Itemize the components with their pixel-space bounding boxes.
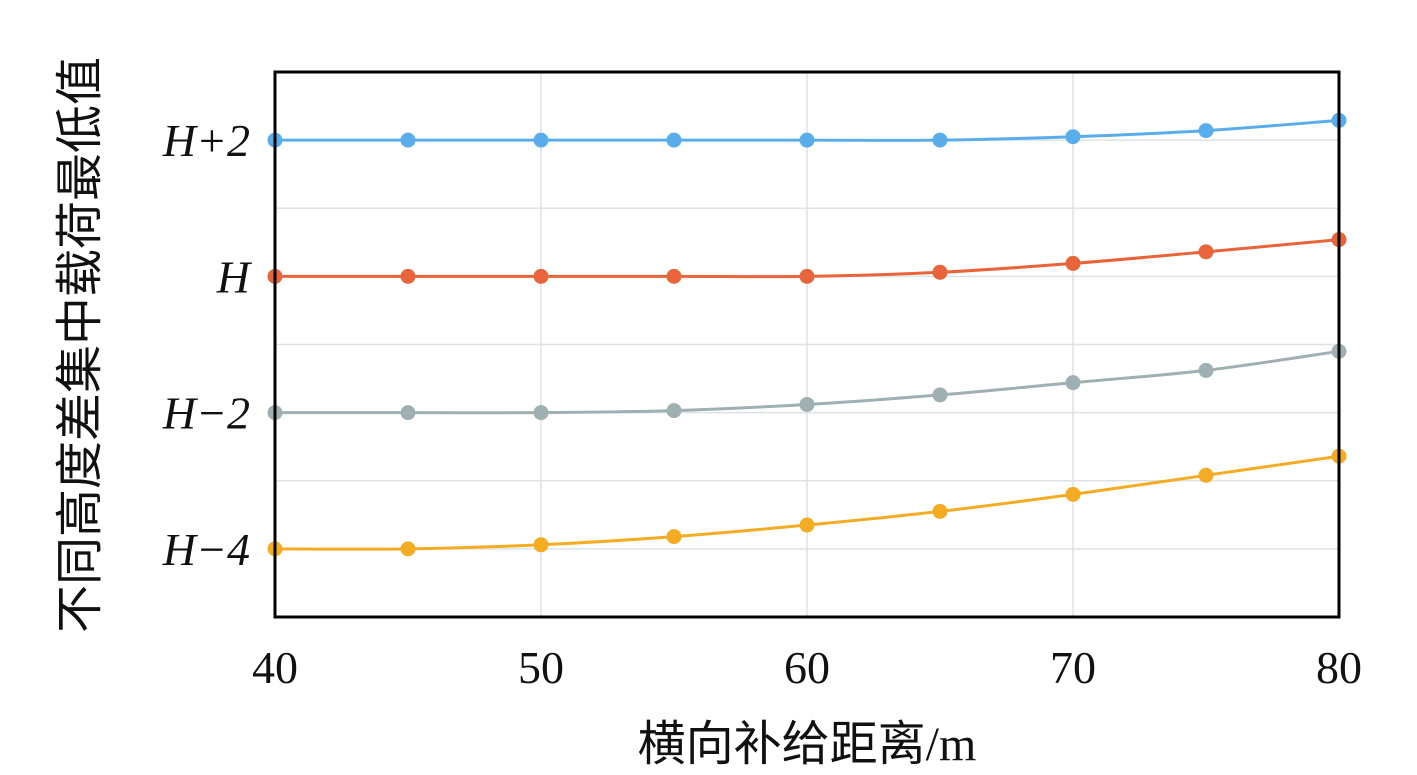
- data-point: [799, 132, 815, 148]
- data-point: [1198, 244, 1214, 260]
- data-point: [932, 264, 948, 280]
- y-tick-label: H−4: [162, 524, 250, 575]
- y-tick-labels: H+2 H H−2 H−4: [162, 115, 253, 575]
- data-point: [932, 132, 948, 148]
- data-point: [1065, 129, 1081, 145]
- data-point: [799, 517, 815, 533]
- data-point: [400, 541, 416, 557]
- data-point: [666, 132, 682, 148]
- plot-frame: [273, 70, 1341, 619]
- series-2: [267, 232, 1347, 284]
- data-point: [666, 268, 682, 284]
- data-point: [1065, 255, 1081, 271]
- data-point: [1065, 486, 1081, 502]
- data-point: [533, 268, 549, 284]
- x-tick-label: 40: [252, 642, 298, 693]
- x-tick-label: 70: [1050, 642, 1096, 693]
- data-point: [1065, 375, 1081, 391]
- series-1: [267, 112, 1347, 148]
- x-axis-title: 横向补给距离/m: [638, 718, 977, 771]
- y-tick-label: H−2: [162, 388, 250, 439]
- data-point: [533, 405, 549, 421]
- series-3: [267, 343, 1347, 421]
- data-point: [932, 503, 948, 519]
- data-point: [799, 268, 815, 284]
- data-point: [799, 396, 815, 412]
- x-tick-labels: 40 50 60 70 80: [252, 642, 1362, 693]
- y-axis-title: 不同高度差集中载荷最低值: [54, 57, 107, 633]
- data-point: [400, 405, 416, 421]
- grid-lines: [274, 72, 1340, 617]
- y-tick-label: H: [216, 251, 253, 302]
- data-point: [1198, 467, 1214, 483]
- x-tick-label: 50: [518, 642, 564, 693]
- x-tick-label: 80: [1316, 642, 1362, 693]
- data-point: [400, 132, 416, 148]
- x-tick-label: 60: [784, 642, 830, 693]
- data-point: [666, 529, 682, 545]
- y-tick-label: H+2: [162, 115, 250, 166]
- data-point: [1198, 362, 1214, 378]
- data-point: [533, 537, 549, 553]
- data-point: [1198, 123, 1214, 139]
- data-point: [533, 132, 549, 148]
- data-point: [932, 387, 948, 403]
- data-point: [400, 268, 416, 284]
- data-point: [666, 403, 682, 419]
